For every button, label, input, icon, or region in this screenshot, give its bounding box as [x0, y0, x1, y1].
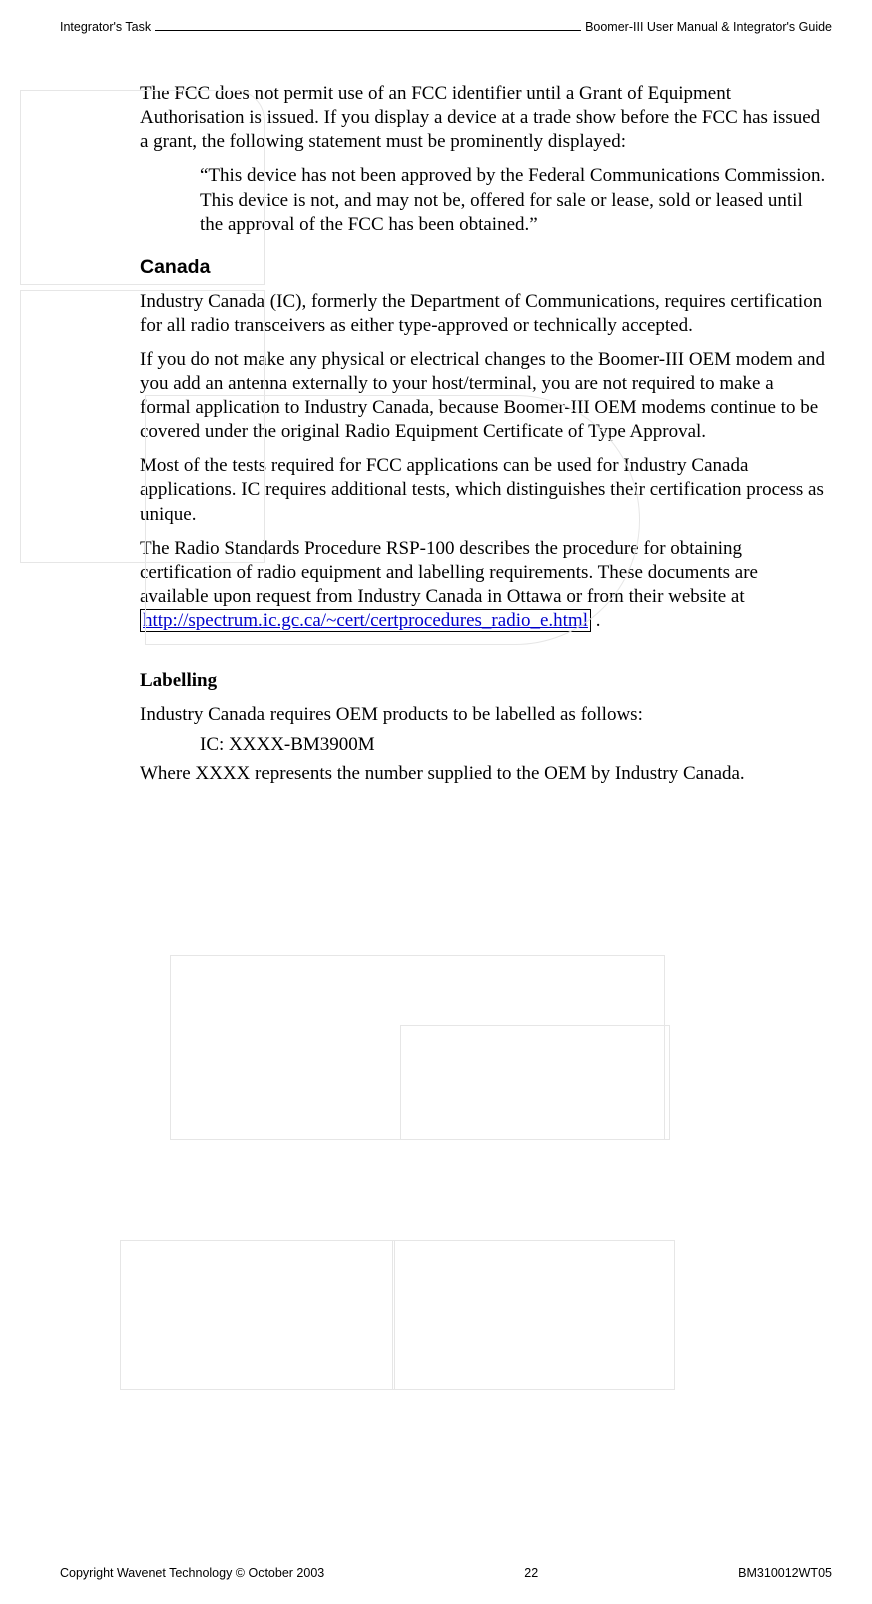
page-header: Integrator's Task Boomer-III User Manual…	[60, 20, 832, 34]
watermark-box	[392, 1240, 395, 1390]
header-right: Boomer-III User Manual & Integrator's Gu…	[585, 20, 832, 34]
footer-right: BM310012WT05	[738, 1566, 832, 1580]
watermark-box	[400, 1025, 670, 1140]
footer-page-number: 22	[524, 1566, 538, 1580]
label-code: IC: XXXX-BM3900M	[140, 733, 828, 757]
paragraph-text: .	[591, 610, 601, 631]
page-content: The FCC does not permit use of an FCC id…	[60, 82, 832, 786]
paragraph-text: The Radio Standards Procedure RSP-100 de…	[140, 538, 758, 607]
paragraph: Where XXXX represents the number supplie…	[140, 762, 828, 786]
paragraph: Industry Canada (IC), formerly the Depar…	[140, 290, 828, 338]
footer-left: Copyright Wavenet Technology © October 2…	[60, 1566, 324, 1580]
header-left: Integrator's Task	[60, 20, 151, 34]
header-rule	[155, 30, 581, 31]
page-footer: Copyright Wavenet Technology © October 2…	[60, 1566, 832, 1580]
watermark-box	[170, 955, 665, 1140]
sub-heading-labelling: Labelling	[140, 669, 828, 693]
paragraph: The Radio Standards Procedure RSP-100 de…	[140, 537, 828, 634]
watermark-box	[120, 1240, 675, 1390]
paragraph: Most of the tests required for FCC appli…	[140, 454, 828, 526]
paragraph: Industry Canada requires OEM products to…	[140, 703, 828, 727]
block-quote: “This device has not been approved by th…	[140, 164, 828, 236]
section-heading-canada: Canada	[140, 255, 828, 280]
paragraph: If you do not make any physical or elect…	[140, 348, 828, 445]
website-link[interactable]: http://spectrum.ic.gc.ca/~cert/certproce…	[140, 609, 591, 632]
paragraph: The FCC does not permit use of an FCC id…	[140, 82, 828, 154]
